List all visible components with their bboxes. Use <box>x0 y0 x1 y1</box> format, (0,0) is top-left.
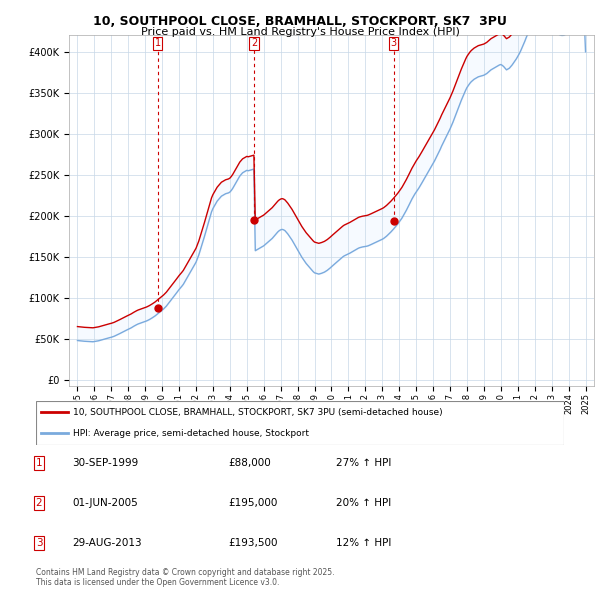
Text: 1: 1 <box>155 38 161 48</box>
Text: 30-SEP-1999: 30-SEP-1999 <box>72 458 138 468</box>
Text: 1: 1 <box>35 458 43 468</box>
Text: 01-JUN-2005: 01-JUN-2005 <box>72 498 138 507</box>
Text: 20% ↑ HPI: 20% ↑ HPI <box>336 498 391 507</box>
Text: 3: 3 <box>391 38 397 48</box>
Text: 10, SOUTHPOOL CLOSE, BRAMHALL, STOCKPORT, SK7  3PU: 10, SOUTHPOOL CLOSE, BRAMHALL, STOCKPORT… <box>93 15 507 28</box>
Text: 3: 3 <box>35 538 43 548</box>
Text: Price paid vs. HM Land Registry's House Price Index (HPI): Price paid vs. HM Land Registry's House … <box>140 27 460 37</box>
Text: 27% ↑ HPI: 27% ↑ HPI <box>336 458 391 468</box>
Text: £88,000: £88,000 <box>228 458 271 468</box>
Text: 10, SOUTHPOOL CLOSE, BRAMHALL, STOCKPORT, SK7 3PU (semi-detached house): 10, SOUTHPOOL CLOSE, BRAMHALL, STOCKPORT… <box>73 408 443 417</box>
Text: £193,500: £193,500 <box>228 538 277 548</box>
Text: £195,000: £195,000 <box>228 498 277 507</box>
Text: 29-AUG-2013: 29-AUG-2013 <box>72 538 142 548</box>
Text: HPI: Average price, semi-detached house, Stockport: HPI: Average price, semi-detached house,… <box>73 428 309 438</box>
Text: 2: 2 <box>35 498 43 507</box>
Text: Contains HM Land Registry data © Crown copyright and database right 2025.
This d: Contains HM Land Registry data © Crown c… <box>36 568 335 587</box>
Text: 12% ↑ HPI: 12% ↑ HPI <box>336 538 391 548</box>
Text: 2: 2 <box>251 38 257 48</box>
